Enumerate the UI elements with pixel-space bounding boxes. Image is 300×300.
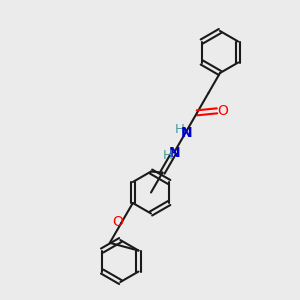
Text: H: H xyxy=(175,123,184,136)
Text: O: O xyxy=(218,104,228,118)
Text: O: O xyxy=(112,215,123,229)
Text: N: N xyxy=(181,126,192,140)
Text: N: N xyxy=(169,146,181,160)
Text: H: H xyxy=(163,149,173,162)
